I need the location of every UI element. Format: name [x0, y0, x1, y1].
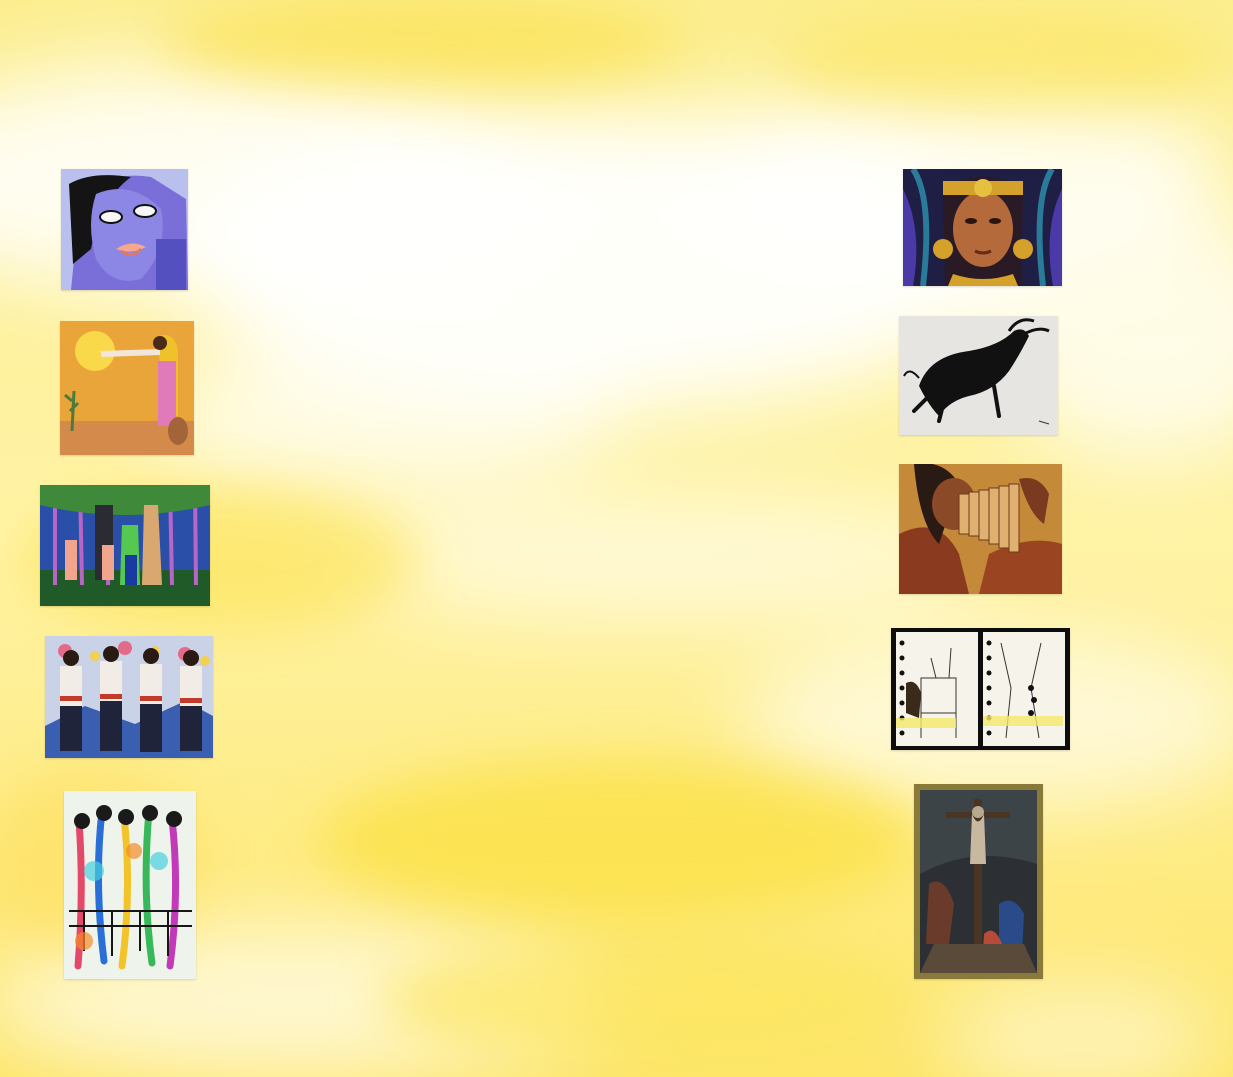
artwork-crucifixion[interactable]: [914, 784, 1043, 979]
aztec-woman-portrait-icon: [903, 169, 1062, 286]
abstract-colorful-figures-painting-icon: [64, 791, 196, 979]
artwork-dancers-with-flowers[interactable]: [45, 636, 213, 758]
purple-face-portrait-icon: [61, 169, 188, 290]
artwork-ink-bull[interactable]: [899, 316, 1058, 435]
artwork-abstract-figures[interactable]: [64, 791, 196, 979]
forest-figures-jaguar-painting-icon: [40, 485, 210, 606]
artwork-sketchbook[interactable]: [891, 628, 1070, 750]
dancers-with-flowers-painting-icon: [45, 636, 213, 758]
black-ink-bull-drawing-icon: [899, 316, 1058, 435]
artwork-panpipe-player[interactable]: [899, 464, 1062, 594]
artwork-forest-figures[interactable]: [40, 485, 210, 606]
artwork-purple-face[interactable]: [61, 169, 188, 290]
woman-with-sun-painting-icon: [60, 321, 194, 455]
artwork-woman-with-sun[interactable]: [60, 321, 194, 455]
crucifixion-painting-icon: [914, 784, 1043, 979]
artwork-aztec-woman[interactable]: [903, 169, 1062, 286]
panpipe-player-painting-icon: [899, 464, 1062, 594]
sketchbook-drawings-icon: [891, 628, 1070, 750]
